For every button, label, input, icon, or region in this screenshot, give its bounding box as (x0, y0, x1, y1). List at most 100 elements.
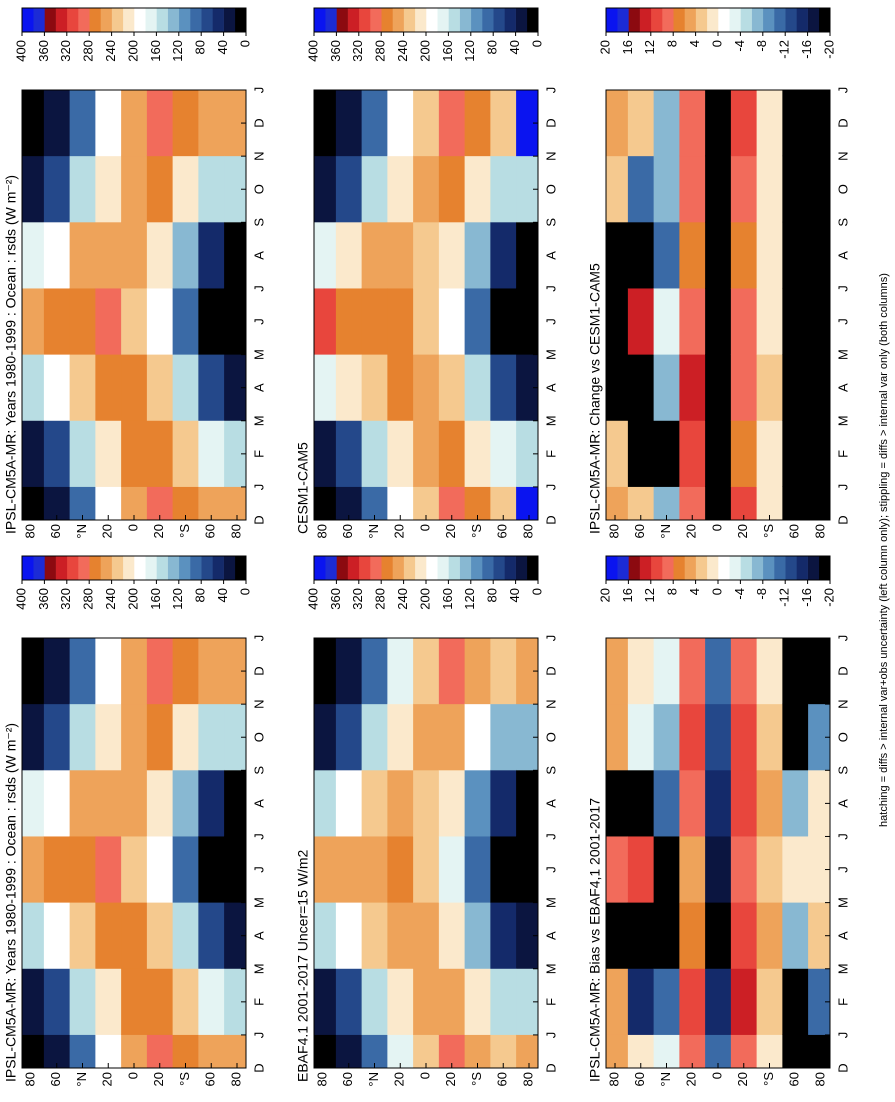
y-tick-label: 20 (151, 1072, 166, 1086)
cell (438, 835, 466, 903)
y-tick-label: °N (366, 1072, 381, 1087)
x-tick-label: O (251, 732, 266, 742)
cell (705, 486, 732, 520)
cell (516, 902, 539, 969)
colorbar-bin (156, 8, 168, 32)
y-tick-label: 80 (606, 524, 621, 538)
cell (387, 155, 414, 223)
rotated-layout: hatching = diffs > internal var+obs unce… (3, 7, 890, 1087)
x-tick-label: A (251, 251, 266, 260)
x-tick-label: A (251, 931, 266, 940)
cell (653, 1034, 680, 1068)
x-tick-label: J (543, 866, 558, 873)
cell (606, 155, 629, 223)
colorbar-label: 12 (642, 588, 657, 602)
cell (679, 486, 706, 520)
cell (172, 902, 199, 969)
cell (782, 354, 809, 421)
cell (756, 835, 783, 903)
cell (627, 155, 655, 223)
cell (314, 902, 337, 969)
cell (387, 637, 414, 705)
colorbar-label: 0 (529, 588, 544, 595)
cell (361, 902, 388, 969)
colorbar-bin (740, 8, 752, 32)
cell (361, 703, 388, 771)
cell (516, 89, 539, 157)
colorbar-bin (145, 8, 157, 32)
y-tick-label: 80 (314, 524, 329, 538)
colorbar-bin (403, 8, 416, 32)
cell (198, 968, 225, 1035)
colorbar-label: 120 (170, 588, 185, 610)
colorbar-bin (515, 8, 528, 32)
cell (121, 968, 148, 1035)
colorbar-bin (515, 556, 528, 580)
cell (69, 637, 96, 705)
cell (606, 221, 629, 289)
y-tick-label: 20 (392, 524, 407, 538)
cell (224, 89, 247, 157)
cell (705, 221, 732, 289)
x-tick-label: S (251, 766, 266, 775)
cell (438, 968, 466, 1035)
cell (808, 221, 831, 289)
colorbar-bin (673, 556, 685, 580)
colorbar-bin (785, 556, 797, 580)
x-tick-label: J (251, 318, 266, 325)
cell (198, 354, 225, 421)
cell (121, 287, 148, 355)
colorbar-bin (414, 556, 427, 580)
colorbar-label: 160 (440, 40, 455, 62)
y-tick-label: 0 (709, 524, 724, 531)
cell (653, 835, 680, 903)
cell (224, 221, 247, 289)
cell (43, 637, 71, 705)
colorbar-bin (336, 556, 348, 580)
y-tick-label: 20 (684, 1072, 699, 1086)
y-tick-label: 80 (606, 1072, 621, 1086)
cell (224, 968, 247, 1035)
cell (516, 354, 539, 421)
cell (95, 637, 122, 705)
cell (627, 1034, 655, 1068)
cell (95, 968, 122, 1035)
cell (808, 420, 831, 487)
panel: IPSL-CM5A-MR: Change vs CESM1-CAM5 D J F M A M… (587, 7, 850, 539)
cell (224, 1034, 247, 1068)
cell (730, 1034, 758, 1068)
colorbar-bin (190, 556, 202, 580)
cell (606, 1034, 629, 1068)
cell (653, 703, 680, 771)
colorbar-bin (628, 556, 640, 580)
y-tick-label: 80 (22, 524, 37, 538)
cell (69, 155, 96, 223)
cell (314, 89, 337, 157)
cell (464, 902, 491, 969)
colorbar-bin (662, 8, 674, 32)
cell (606, 703, 629, 771)
cell (387, 1034, 414, 1068)
cell (335, 703, 363, 771)
x-tick-label: A (835, 251, 850, 260)
cell (361, 486, 388, 520)
cell (172, 1034, 199, 1068)
cell (22, 221, 45, 289)
colorbar-label: 80 (485, 588, 500, 602)
footnote: hatching = diffs > internal var+obs unce… (878, 273, 890, 827)
cell (224, 835, 247, 903)
colorbar-bin (606, 556, 618, 580)
cell (653, 221, 680, 289)
cell (314, 703, 337, 771)
cell (43, 769, 71, 837)
cell (198, 287, 225, 355)
cell (490, 1034, 517, 1068)
x-tick-label: N (251, 151, 266, 160)
colorbar-label: 320 (350, 40, 365, 62)
cell (438, 287, 466, 355)
cell (679, 835, 706, 903)
cell (464, 1034, 491, 1068)
cell (224, 703, 247, 771)
colorbar-label: 80 (485, 40, 500, 54)
